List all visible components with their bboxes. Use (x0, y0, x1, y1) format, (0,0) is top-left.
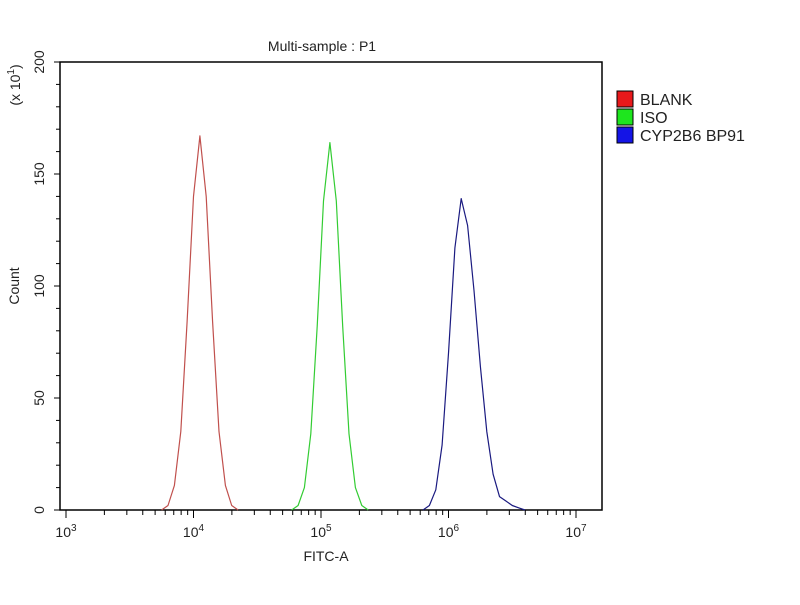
x-tick-label: 107 (565, 523, 587, 540)
y-multiplier-suffix: ) (7, 64, 23, 69)
y-axis-label: Count (6, 267, 22, 304)
histogram-cyp2b6-bp91 (422, 198, 526, 511)
y-multiplier-label: (x 101) (6, 64, 23, 105)
y-multiplier-prefix: (x 10 (7, 74, 23, 105)
x-tick-label: 106 (438, 523, 460, 540)
x-tick-label: 104 (183, 523, 205, 540)
legend-swatch (616, 108, 634, 126)
y-tick-label: 0 (31, 506, 47, 514)
y-tick-label: 150 (31, 162, 47, 186)
x-tick-label: 105 (310, 523, 332, 540)
y-multiplier-exponent: 1 (6, 69, 17, 75)
x-tick-label: 103 (55, 523, 77, 540)
svg-text:(x 101): (x 101) (6, 64, 23, 105)
y-tick-label: 100 (31, 274, 47, 298)
legend-label: CYP2B6 BP91 (640, 128, 745, 145)
legend-swatch (616, 90, 634, 108)
plot-frame (59, 61, 603, 511)
legend-label: BLANK (640, 92, 693, 109)
y-tick-label: 200 (31, 50, 47, 74)
histogram-iso (291, 142, 369, 511)
histogram-blank (161, 135, 239, 511)
y-tick-label: 50 (31, 390, 47, 406)
chart-title: Multi-sample : P1 (268, 38, 376, 54)
x-axis-label: FITC-A (303, 548, 349, 564)
legend-swatch (616, 126, 634, 144)
legend-label: ISO (640, 110, 668, 127)
